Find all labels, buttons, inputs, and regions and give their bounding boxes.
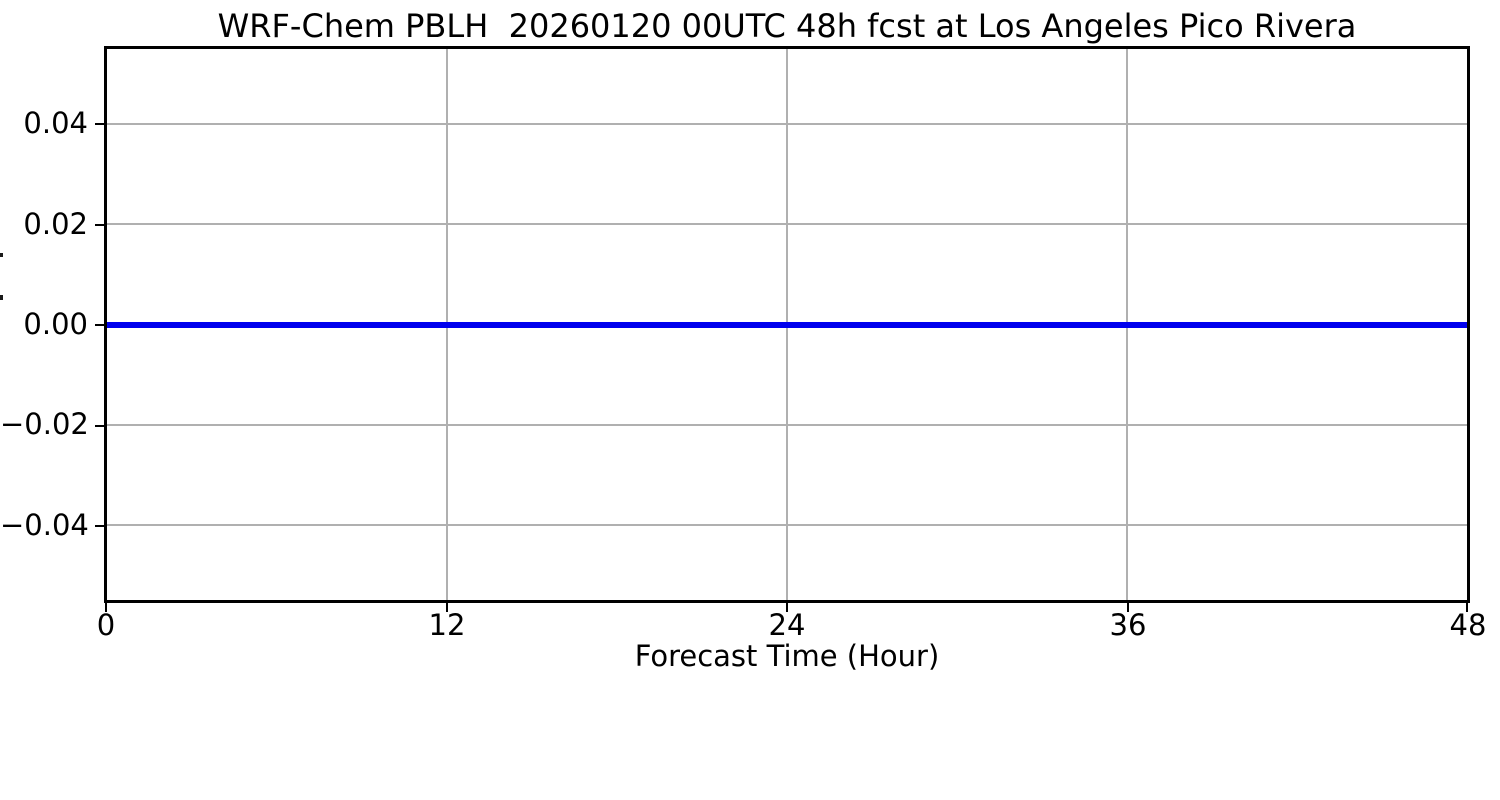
gridline-horizontal-0p02 <box>107 223 1467 226</box>
x-tick-label: 12 <box>428 608 466 642</box>
y-axis-label-fragment <box>0 253 3 257</box>
x-tick-label: 24 <box>768 608 806 642</box>
y-tick-mark <box>95 123 104 125</box>
x-tick-mark <box>786 603 788 612</box>
y-tick-mark <box>95 324 104 326</box>
gridline-horizontal-m0p04 <box>107 523 1467 526</box>
gridline-horizontal-0p04 <box>107 123 1467 126</box>
x-axis-label: Forecast Time (Hour) <box>634 639 940 673</box>
x-tick-mark <box>446 603 448 612</box>
y-axis-label-fragment <box>0 295 3 300</box>
y-tick-mark <box>95 525 104 527</box>
x-tick-mark <box>1466 603 1468 612</box>
y-tick-mark <box>95 224 104 226</box>
series-line <box>107 321 1467 328</box>
y-tick-label: −0.04 <box>0 508 89 542</box>
y-tick-label: 0.02 <box>23 207 88 241</box>
y-tick-label: −0.02 <box>0 407 89 441</box>
x-tick-label: 48 <box>1449 608 1487 642</box>
x-tick-mark <box>105 603 107 612</box>
x-tick-label: 0 <box>96 608 116 642</box>
chart-title: WRF-Chem PBLH 20260120 00UTC 48h fcst at… <box>217 7 1357 45</box>
x-tick-mark <box>1127 603 1129 612</box>
y-tick-mark <box>95 425 104 427</box>
plot-area <box>104 46 1470 603</box>
y-tick-label: 0.04 <box>23 106 88 140</box>
gridline-horizontal-m0p02 <box>107 423 1467 426</box>
x-tick-label: 36 <box>1109 608 1147 642</box>
y-tick-label: 0.00 <box>23 307 88 341</box>
